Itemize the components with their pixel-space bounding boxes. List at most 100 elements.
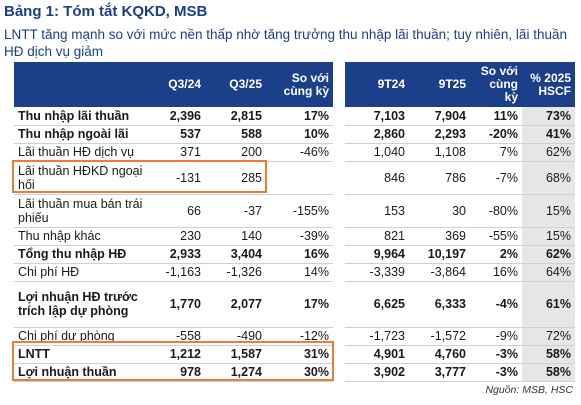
- cell-yoy-9t: 16%: [470, 263, 522, 282]
- cell-q324: 2,933: [152, 245, 205, 264]
- cell-yoy-q: 17%: [266, 107, 333, 126]
- row-label: Thu nhập ngoài lãi: [14, 125, 152, 144]
- table-row: Lợi nhuận thuần 978 1,274 30% 3,902 3,77…: [14, 363, 575, 382]
- table-row: Chi phí dự phòng -558 -490 -12% -1,723 -…: [14, 327, 575, 346]
- header-9t24: 9T24: [345, 62, 409, 107]
- cell-hscf: 62%: [522, 245, 575, 264]
- cell-yoy-q: 10%: [266, 125, 333, 144]
- cell-hscf: 58%: [522, 345, 575, 364]
- row-label: LNTT: [14, 345, 152, 364]
- table-row: Lãi thuần HĐ dịch vụ 371 200 -46% 1,040 …: [14, 143, 575, 162]
- cell-q324: 2,396: [152, 107, 205, 126]
- cell-9t25: 1,108: [409, 143, 470, 162]
- cell-9t24: 3,902: [345, 363, 409, 382]
- cell-hscf: 72%: [522, 327, 575, 346]
- cell-yoy-9t: 2%: [470, 245, 522, 264]
- cell-yoy-9t: -9%: [470, 327, 522, 346]
- row-label: Lợi nhuận thuần: [14, 363, 152, 382]
- row-label: Lãi thuần HĐ dịch vụ: [14, 143, 152, 162]
- table-row: LNTT 1,212 1,587 31% 4,901 4,760 -3% 58%: [14, 345, 575, 364]
- cell-9t25: 30: [409, 194, 470, 228]
- cell-q325: 1,587: [205, 345, 266, 364]
- cell-yoy-9t: -20%: [470, 125, 522, 144]
- table-subtitle: LNTT tăng mạnh so với mức nền thấp nhờ t…: [4, 27, 567, 59]
- cell-9t24: -1,723: [345, 327, 409, 346]
- column-gap: [333, 194, 345, 227]
- header-q325: Q3/25: [205, 62, 266, 107]
- cell-q325: 200: [205, 143, 266, 162]
- cell-hscf: 68%: [522, 161, 575, 195]
- cell-hscf: 41%: [522, 125, 575, 144]
- column-gap: [333, 263, 345, 281]
- cell-9t24: 821: [345, 227, 409, 246]
- cell-hscf: 15%: [522, 194, 575, 228]
- cell-yoy-q: -12%: [266, 327, 333, 346]
- table-row: Tổng thu nhập HĐ 2,933 3,404 16% 9,964 1…: [14, 245, 575, 264]
- row-label: Thu nhập lãi thuần: [14, 107, 152, 126]
- source-note: Nguồn: MSB, HSC: [485, 384, 573, 396]
- cell-q325: 1,274: [205, 363, 266, 382]
- cell-yoy-9t: -55%: [470, 227, 522, 246]
- cell-q324: 371: [152, 143, 205, 162]
- column-gap: [333, 327, 345, 345]
- column-gap: [333, 161, 345, 194]
- cell-9t24: 2,860: [345, 125, 409, 144]
- column-gap: [333, 227, 345, 245]
- cell-9t25: 3,777: [409, 363, 470, 382]
- cell-hscf: 64%: [522, 263, 575, 282]
- header-q324: Q3/24: [152, 62, 205, 107]
- cell-q325: -1,326: [205, 263, 266, 282]
- row-label: Chi phí HĐ: [14, 263, 152, 282]
- cell-hscf: 61%: [522, 281, 575, 328]
- cell-9t25: 6,333: [409, 281, 470, 328]
- cell-yoy-q: 31%: [266, 345, 333, 364]
- cell-q325: 2,077: [205, 281, 266, 328]
- column-gap: [333, 143, 345, 161]
- cell-yoy-9t: 11%: [470, 107, 522, 126]
- cell-q324: 66: [152, 194, 205, 228]
- cell-q324: 230: [152, 227, 205, 246]
- cell-9t24: 4,901: [345, 345, 409, 364]
- cell-9t25: 4,760: [409, 345, 470, 364]
- cell-yoy-9t: -3%: [470, 363, 522, 382]
- table-row: Chi phí HĐ -1,163 -1,326 14% -3,339 -3,8…: [14, 263, 575, 282]
- column-gap: [333, 125, 345, 143]
- header-9t25: 9T25: [409, 62, 470, 107]
- cell-9t24: 846: [345, 161, 409, 195]
- cell-yoy-q: -46%: [266, 143, 333, 162]
- cell-hscf: 73%: [522, 107, 575, 126]
- cell-9t25: 7,904: [409, 107, 470, 126]
- cell-yoy-q: 16%: [266, 245, 333, 264]
- table-row: Thu nhập khác 230 140 -39% 821 369 -55% …: [14, 227, 575, 246]
- cell-q325: 2,815: [205, 107, 266, 126]
- row-label: Chi phí dự phòng: [14, 327, 152, 346]
- column-gap: [333, 281, 345, 327]
- cell-hscf: 15%: [522, 227, 575, 246]
- cell-yoy-9t: -4%: [470, 281, 522, 328]
- cell-9t25: 369: [409, 227, 470, 246]
- cell-yoy-q: 17%: [266, 281, 333, 328]
- header-hscf: % 2025 HSCF: [522, 62, 575, 107]
- cell-9t25: -3,864: [409, 263, 470, 282]
- cell-q324: -131: [152, 161, 205, 195]
- column-gap: [333, 245, 345, 263]
- cell-q324: -558: [152, 327, 205, 346]
- cell-q325: 140: [205, 227, 266, 246]
- cell-9t24: 6,625: [345, 281, 409, 328]
- cell-q324: 537: [152, 125, 205, 144]
- row-label: Thu nhập khác: [14, 227, 152, 246]
- results-table: Q3/24 Q3/25 So với cùng kỳ 9T24 9T25 So …: [14, 62, 575, 382]
- cell-yoy-q: [266, 161, 333, 195]
- cell-q325: -490: [205, 327, 266, 346]
- header-row: Q3/24 Q3/25 So với cùng kỳ 9T24 9T25 So …: [14, 62, 575, 107]
- cell-9t25: 2,293: [409, 125, 470, 144]
- column-gap: [333, 107, 345, 125]
- cell-yoy-9t: -7%: [470, 161, 522, 195]
- table-row: Lãi thuần mua bán trái phiếu 66 -37 -155…: [14, 194, 575, 228]
- cell-9t24: -3,339: [345, 263, 409, 282]
- cell-yoy-q: 30%: [266, 363, 333, 382]
- column-gap: [333, 345, 345, 363]
- cell-q325: 3,404: [205, 245, 266, 264]
- cell-q324: 978: [152, 363, 205, 382]
- cell-9t25: 786: [409, 161, 470, 195]
